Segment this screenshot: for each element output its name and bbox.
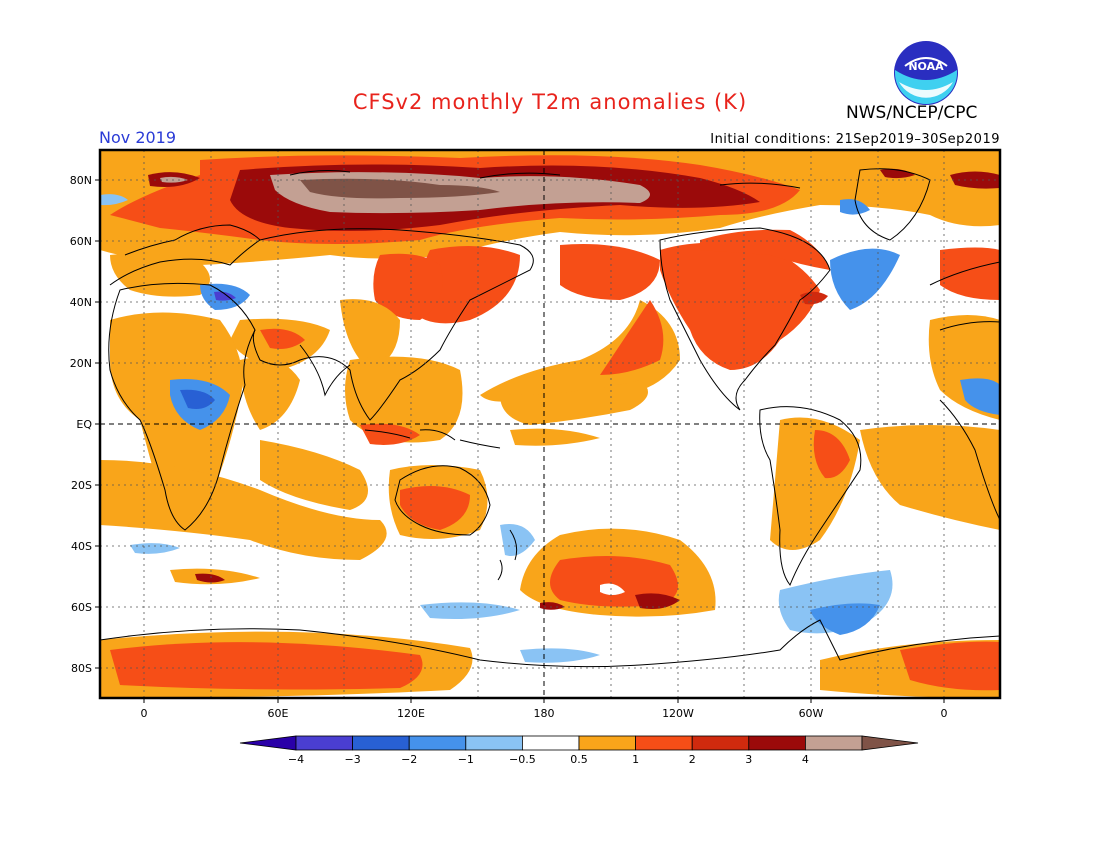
coastlines [100, 168, 1000, 668]
longitude-labels: 0 60E 120E 180 120W 60W 0 [141, 707, 948, 720]
colorbar-label: −4 [288, 753, 304, 766]
lon-label: 60W [799, 707, 824, 720]
colorbar-segment [805, 735, 863, 751]
colorbar-segment [635, 735, 693, 751]
forecast-month: Nov 2019 [99, 128, 177, 147]
lon-label: 120E [397, 707, 425, 720]
colorbar-arrow-low [239, 735, 297, 751]
latitude-labels: 80N 60N 40N 20N EQ 20S 40S 60S 80S [70, 174, 93, 675]
graticule [100, 150, 1000, 698]
lat-label: 80N [70, 174, 92, 187]
colorbar: −4 −3 −2 −1 −0.5 0.5 1 2 3 4 [239, 735, 919, 766]
map-title: CFSv2 monthly T2m anomalies (K) [352, 90, 748, 114]
lat-label: 40N [70, 296, 92, 309]
lat-label: 40S [71, 540, 92, 553]
lon-label: 0 [941, 707, 948, 720]
lat-label: EQ [76, 418, 92, 431]
lon-label: 180 [534, 707, 555, 720]
colorbar-segment [295, 735, 353, 751]
colorbar-label: −1 [458, 753, 474, 766]
noaa-logo: NOAA [894, 41, 958, 105]
colorbar-segment [522, 735, 580, 751]
colorbar-label: −3 [344, 753, 360, 766]
colorbar-segment [578, 735, 636, 751]
lon-label: 60E [268, 707, 289, 720]
axis-ticks [95, 179, 945, 703]
noaa-logo-text: NOAA [908, 60, 944, 73]
colorbar-segment [465, 735, 523, 751]
initial-conditions-label: Initial conditions: 21Sep2019–30Sep2019 [710, 132, 1000, 147]
equator-dateline [100, 150, 1000, 698]
colorbar-label: 2 [689, 753, 696, 766]
lat-label: 60S [71, 601, 92, 614]
lon-label: 120W [662, 707, 694, 720]
lat-label: 60N [70, 235, 92, 248]
colorbar-label: 3 [745, 753, 752, 766]
colorbar-segment [352, 735, 410, 751]
lat-label: 80S [71, 662, 92, 675]
colorbar-segment [691, 735, 750, 751]
lon-label: 0 [141, 707, 148, 720]
colorbar-label: 4 [802, 753, 809, 766]
colorbar-label: −0.5 [509, 753, 536, 766]
colorbar-label: 1 [632, 753, 639, 766]
colorbar-label: 0.5 [570, 753, 588, 766]
colorbar-arrow-high [861, 735, 919, 751]
colorbar-segment [408, 735, 467, 751]
colorbar-label: −2 [401, 753, 417, 766]
colorbar-segment [748, 735, 806, 751]
lat-label: 20N [70, 357, 92, 370]
agency-label: NWS/NCEP/CPC [846, 103, 978, 123]
lat-label: 20S [71, 479, 92, 492]
